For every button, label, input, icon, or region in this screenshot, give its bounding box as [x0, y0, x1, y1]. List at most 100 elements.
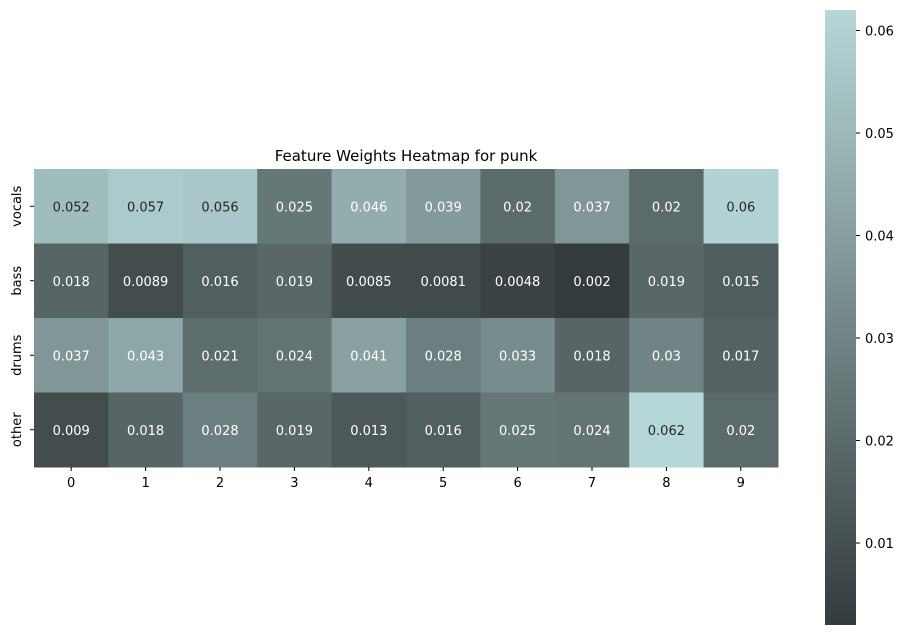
colorbar-tick-label: 0.04 — [865, 230, 894, 245]
cell-value-label: 0.013 — [350, 424, 387, 439]
y-axis: vocals bass drums other — [10, 185, 34, 447]
cell-value-label: 0.028 — [201, 424, 238, 439]
cell-value-label: 0.062 — [648, 424, 685, 439]
colorbar-tick-label: 0.03 — [865, 332, 894, 347]
heatmap-cell — [182, 392, 258, 468]
cell-value-label: 0.025 — [499, 424, 536, 439]
cell-value-label: 0.025 — [276, 200, 313, 215]
heatmap-cell — [703, 392, 779, 468]
cell-value-label: 0.028 — [425, 349, 462, 364]
cell-value-label: 0.06 — [726, 200, 755, 215]
heatmap-cell — [703, 243, 779, 319]
heatmap-cell — [554, 243, 630, 319]
cell-value-label: 0.0081 — [420, 275, 466, 290]
y-tick-label: other — [10, 412, 25, 447]
cell-value-label: 0.019 — [648, 275, 685, 290]
heatmap-cell — [554, 392, 630, 468]
cell-value-label: 0.024 — [276, 349, 313, 364]
x-tick-label: 1 — [141, 476, 149, 491]
cell-value-label: 0.016 — [201, 275, 238, 290]
heatmap-cell — [554, 318, 630, 393]
colorbar-tick-label: 0.02 — [865, 435, 894, 450]
heatmap-cell — [406, 169, 481, 244]
colorbar — [825, 10, 856, 625]
cell-value-label: 0.057 — [127, 200, 164, 215]
heatmap-cell — [480, 243, 556, 319]
heatmap-cell — [480, 318, 556, 393]
heatmap-cell — [108, 318, 184, 393]
y-tick-label: bass — [10, 266, 25, 296]
heatmap-cell — [406, 243, 481, 319]
cell-value-label: 0.041 — [350, 349, 387, 364]
heatmap-cell — [182, 169, 258, 244]
x-tick-label: 7 — [588, 476, 596, 491]
x-tick-label: 2 — [216, 476, 224, 491]
heatmap-cell — [108, 243, 184, 319]
cell-value-label: 0.019 — [276, 424, 313, 439]
heatmap-cell — [406, 392, 481, 468]
x-axis: 0 1 2 3 4 5 6 7 8 9 — [67, 467, 745, 491]
cell-value-label: 0.037 — [573, 200, 610, 215]
cell-value-label: 0.018 — [573, 349, 610, 364]
cell-value-label: 0.043 — [127, 349, 164, 364]
colorbar-axis: 0.01 0.02 0.03 0.04 0.05 0.06 — [856, 25, 894, 552]
cell-value-label: 0.02 — [503, 200, 532, 215]
colorbar-tick-label: 0.05 — [865, 127, 894, 142]
x-tick-label: 4 — [365, 476, 373, 491]
heatmap-cell — [629, 243, 705, 319]
cell-value-label: 0.015 — [722, 275, 759, 290]
cell-value-label: 0.037 — [53, 349, 90, 364]
y-tick-label: drums — [10, 334, 25, 375]
cell-value-label: 0.046 — [350, 200, 387, 215]
cell-value-label: 0.016 — [425, 424, 462, 439]
cell-value-label: 0.018 — [53, 275, 90, 290]
x-tick-label: 8 — [662, 476, 670, 491]
heatmap-cell — [480, 169, 556, 244]
cell-value-label: 0.009 — [53, 424, 90, 439]
heatmap-cell — [629, 169, 705, 244]
heatmap-cell — [257, 392, 333, 468]
x-tick-label: 9 — [737, 476, 745, 491]
heatmap-cell — [108, 392, 184, 468]
cell-value-label: 0.052 — [53, 200, 90, 215]
y-tick-label: vocals — [10, 185, 25, 226]
cell-value-label: 0.024 — [573, 424, 610, 439]
heatmap-cell — [257, 243, 333, 319]
heatmap-cell — [331, 318, 407, 393]
heatmap-cell — [34, 318, 109, 393]
heatmap-cell — [406, 318, 481, 393]
heatmap-cell — [34, 392, 109, 468]
x-tick-label: 0 — [67, 476, 75, 491]
x-tick-label: 6 — [513, 476, 521, 491]
cell-value-label: 0.02 — [726, 424, 755, 439]
heatmap-cells — [34, 169, 779, 468]
heatmap-cell — [182, 318, 258, 393]
colorbar-tick-label: 0.06 — [865, 25, 894, 40]
heatmap-cell — [703, 169, 779, 244]
heatmap-cell — [34, 243, 109, 319]
heatmap-cell — [34, 169, 109, 244]
heatmap-cell — [331, 243, 407, 319]
cell-value-label: 0.02 — [652, 200, 681, 215]
cell-value-label: 0.056 — [201, 200, 238, 215]
heatmap-cell — [629, 318, 705, 393]
cell-value-label: 0.019 — [276, 275, 313, 290]
x-tick-label: 3 — [290, 476, 298, 491]
cell-value-label: 0.018 — [127, 424, 164, 439]
x-tick-label: 5 — [439, 476, 447, 491]
cell-value-label: 0.021 — [201, 349, 238, 364]
heatmap-cell — [703, 318, 779, 393]
cell-value-label: 0.0085 — [346, 275, 392, 290]
heatmap-cell — [108, 169, 184, 244]
heatmap-cell — [554, 169, 630, 244]
cell-value-label: 0.002 — [573, 275, 610, 290]
heatmap-cell — [257, 169, 333, 244]
heatmap-cell — [629, 392, 705, 468]
colorbar-tick-label: 0.01 — [865, 537, 894, 552]
heatmap-cell — [331, 392, 407, 468]
cell-value-label: 0.0048 — [495, 275, 541, 290]
cell-value-label: 0.039 — [425, 200, 462, 215]
chart-title: Feature Weights Heatmap for punk — [275, 147, 538, 165]
cell-value-label: 0.03 — [652, 349, 681, 364]
